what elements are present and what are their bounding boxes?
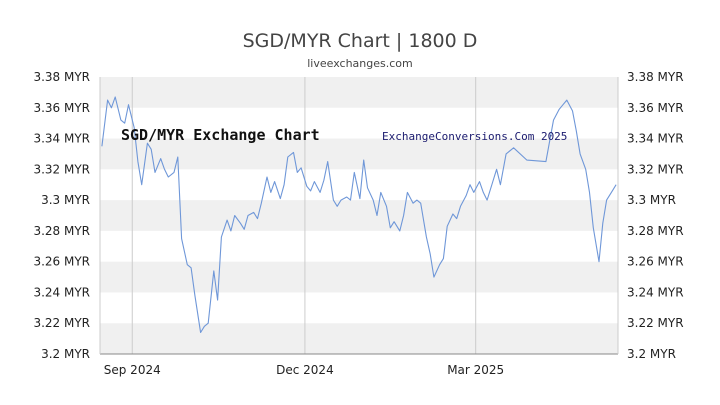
y-tick-label-left: 3.28 MYR — [33, 224, 90, 238]
y-axis-left-labels: 3.2 MYR 3.22 MYR 3.24 MYR 3.26 MYR 3.28 MYR 3… — [33, 70, 90, 361]
y-axis-right-labels: 3.2 MYR 3.22 MYR 3.24 MYR 3.26 MYR 3.28 MYR 3… — [627, 70, 684, 361]
y-tick-label-right: 3.26 MYR — [627, 255, 684, 269]
y-tick-label-right: 3.22 MYR — [627, 316, 684, 330]
x-tick-label: Sep 2024 — [104, 363, 161, 377]
inner-chart-title: SGD/MYR Exchange Chart — [121, 126, 320, 144]
y-tick-label-left: 3.38 MYR — [33, 70, 90, 84]
y-tick-label-left: 3.22 MYR — [33, 316, 90, 330]
y-tick-label-right: 3.34 MYR — [627, 132, 684, 146]
x-tick-label: Mar 2025 — [447, 363, 504, 377]
y-tick-label-left: 3.24 MYR — [33, 285, 90, 299]
y-tick-label-left: 3.32 MYR — [33, 162, 90, 176]
y-tick-label-left: 3.26 MYR — [33, 255, 90, 269]
watermark-text: ExchangeConversions.Com 2025 — [382, 130, 567, 143]
y-tick-label-left: 3.36 MYR — [33, 101, 90, 115]
series-line-layer — [101, 96, 617, 334]
y-tick-label-right: 3.24 MYR — [627, 285, 684, 299]
grid-band — [100, 323, 618, 354]
y-tick-label-left: 3.2 MYR — [41, 347, 90, 361]
y-tick-label-right: 3.32 MYR — [627, 162, 684, 176]
y-tick-label-right: 3.3 MYR — [627, 193, 676, 207]
series-line — [101, 96, 617, 334]
y-tick-label-right: 3.2 MYR — [627, 347, 676, 361]
y-tick-label-right: 3.28 MYR — [627, 224, 684, 238]
grid-band — [100, 138, 618, 170]
y-tick-label-left: 3.34 MYR — [33, 132, 90, 146]
y-tick-label-right: 3.36 MYR — [627, 101, 684, 115]
grid-band — [100, 200, 618, 231]
grid-band — [100, 261, 618, 293]
chart-title: SGD/MYR Chart | 1800 D — [243, 30, 478, 52]
background-bands — [100, 77, 618, 354]
x-tick-label: Dec 2024 — [276, 363, 334, 377]
y-tick-label-right: 3.38 MYR — [627, 70, 684, 84]
axes — [99, 77, 619, 355]
chart-subtitle: liveexchanges.com — [307, 57, 412, 70]
x-axis-labels: Sep 2024 Dec 2024 Mar 2025 — [104, 363, 504, 377]
vertical-gridlines — [131, 77, 477, 354]
y-tick-label-left: 3.3 MYR — [41, 193, 90, 207]
grid-band — [100, 77, 618, 108]
